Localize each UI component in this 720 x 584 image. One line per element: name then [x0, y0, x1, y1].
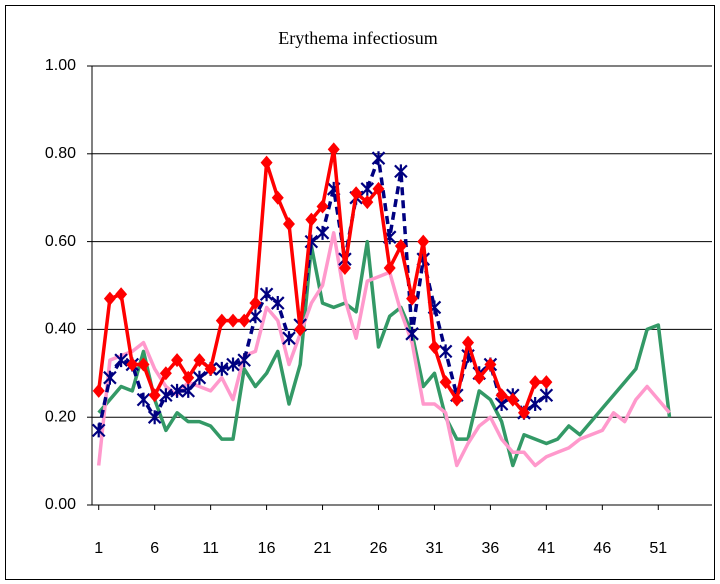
marker — [148, 388, 161, 403]
marker — [103, 291, 116, 306]
marker — [405, 326, 419, 341]
series-line — [97, 239, 672, 468]
marker — [114, 353, 128, 368]
marker — [540, 375, 553, 390]
marker — [237, 353, 251, 368]
y-tick-label: 0.80 — [45, 145, 76, 162]
y-tick-label: 0.20 — [45, 408, 76, 425]
marker — [215, 361, 229, 376]
marker — [137, 357, 150, 372]
marker — [372, 181, 385, 196]
marker — [338, 260, 351, 275]
marker — [159, 388, 173, 403]
marker — [136, 392, 151, 407]
marker — [360, 181, 375, 196]
marker — [192, 370, 207, 385]
chart-title: Erythema infectiosum — [278, 28, 437, 48]
marker — [249, 296, 262, 311]
marker — [428, 339, 441, 354]
marker — [271, 190, 284, 205]
marker — [103, 370, 117, 385]
marker — [259, 287, 274, 302]
marker — [270, 296, 285, 311]
x-tick-label: 11 — [202, 540, 219, 557]
marker — [215, 313, 228, 328]
marker — [529, 375, 542, 390]
x-tick-label: 26 — [370, 540, 388, 557]
marker — [159, 366, 172, 381]
marker — [528, 397, 542, 412]
marker — [484, 357, 497, 372]
marker — [473, 370, 486, 385]
marker — [350, 186, 363, 201]
marker — [495, 388, 508, 403]
marker — [315, 225, 330, 240]
x-tick-label: 46 — [593, 540, 611, 557]
marker — [394, 238, 407, 253]
y-tick-label: 0.40 — [45, 321, 76, 338]
y-tick-label: 0.60 — [45, 233, 76, 250]
marker — [506, 392, 519, 407]
marker — [539, 388, 554, 403]
x-tick-label: 21 — [314, 540, 332, 557]
marker — [181, 383, 196, 398]
x-tick-label: 36 — [482, 540, 500, 557]
marker — [227, 313, 240, 328]
marker — [371, 151, 386, 166]
marker — [171, 353, 184, 368]
marker — [126, 357, 139, 372]
marker — [517, 405, 530, 420]
x-tick-label: 41 — [537, 540, 555, 557]
marker — [182, 370, 195, 385]
marker — [170, 383, 184, 398]
marker — [193, 353, 206, 368]
marker — [462, 335, 475, 350]
marker — [204, 361, 217, 376]
x-tick-label: 51 — [649, 540, 667, 557]
marker — [406, 291, 419, 306]
marker — [282, 331, 296, 346]
x-tick-label: 31 — [426, 540, 444, 557]
marker — [260, 155, 273, 170]
marker — [316, 199, 329, 214]
x-tick-label: 6 — [150, 540, 159, 557]
y-tick-label: 1.00 — [45, 57, 76, 74]
x-tick-label: 16 — [258, 540, 276, 557]
marker — [450, 392, 463, 407]
x-tick-label: 1 — [94, 540, 103, 557]
marker — [439, 375, 452, 390]
marker — [417, 234, 430, 249]
marker — [361, 195, 374, 210]
marker — [394, 164, 408, 179]
marker — [305, 212, 318, 227]
marker — [92, 383, 105, 398]
marker — [294, 322, 307, 337]
marker — [282, 217, 295, 232]
marker — [238, 313, 251, 328]
y-tick-label: 0.00 — [45, 496, 76, 513]
marker — [115, 287, 128, 302]
marker — [226, 357, 240, 372]
marker — [327, 142, 340, 157]
marker — [91, 423, 106, 438]
marker — [438, 344, 453, 359]
marker — [147, 410, 162, 425]
marker — [383, 260, 396, 275]
